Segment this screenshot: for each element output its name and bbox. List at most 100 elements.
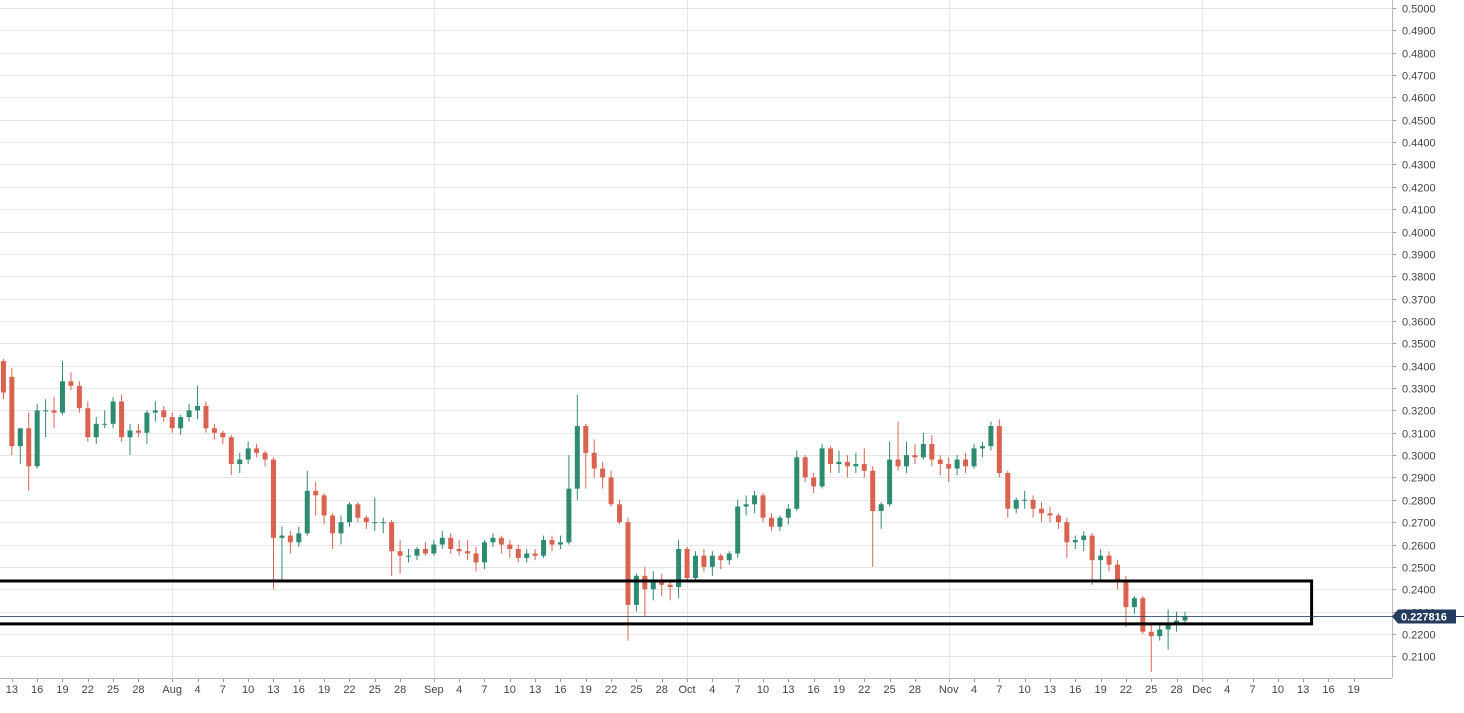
candle-body: [397, 551, 403, 556]
y-tick-label: 0.4400: [1402, 138, 1436, 150]
candle-down: [1039, 502, 1045, 523]
x-tick-label: 7: [220, 684, 226, 696]
candle-down: [1030, 495, 1036, 518]
candle-up: [735, 499, 741, 558]
x-tick-label: 19: [580, 684, 592, 696]
candle-body: [1055, 515, 1061, 523]
x-tick-label: 22: [343, 684, 355, 696]
x-tick-label: 4: [1224, 684, 1230, 696]
candle-body: [144, 412, 150, 433]
candle-up: [988, 421, 994, 451]
y-tick-label: 0.4200: [1402, 183, 1436, 195]
candle-up: [566, 455, 572, 545]
y-tick-label: 0.3400: [1402, 362, 1436, 374]
candle-down: [701, 548, 707, 572]
y-tick-label: 0.4600: [1402, 93, 1436, 105]
candle-up: [1131, 595, 1137, 614]
candle-up: [819, 443, 825, 489]
candle-body: [1106, 555, 1112, 565]
candle-up: [372, 497, 378, 532]
candle-body: [1182, 616, 1188, 621]
candle-up: [481, 540, 487, 570]
candle-body: [870, 470, 876, 511]
candle-body: [26, 428, 32, 467]
candle-body: [566, 488, 572, 543]
candle-body: [1039, 508, 1045, 514]
candle-up: [102, 410, 108, 429]
candle-up: [237, 452, 243, 473]
x-tick-label: 4: [971, 684, 977, 696]
y-tick-label: 0.3100: [1402, 429, 1436, 441]
candle-up: [178, 414, 184, 435]
candle-body: [811, 477, 817, 487]
candle-down: [608, 470, 614, 507]
y-tick-label: 0.2200: [1402, 630, 1436, 642]
x-tick-label: 16: [293, 684, 305, 696]
candle-down: [473, 546, 479, 572]
candle-body: [760, 495, 766, 518]
candle-body: [912, 455, 918, 458]
candle-body: [287, 535, 293, 543]
candle-body: [1157, 629, 1163, 637]
candle-up: [144, 410, 150, 444]
candle-body: [718, 555, 724, 561]
candle-up: [541, 535, 547, 558]
candle-up: [414, 546, 420, 561]
candle-down: [76, 381, 82, 413]
x-tick-label: 22: [605, 684, 617, 696]
candle-body: [591, 452, 597, 469]
candle-up: [709, 551, 715, 576]
candle-up: [1157, 625, 1163, 641]
candle-down: [600, 461, 606, 489]
candle-body: [34, 410, 40, 467]
candle-body: [51, 410, 57, 413]
candle-body: [1174, 620, 1180, 623]
candle-down: [684, 546, 690, 583]
candle-body: [903, 455, 909, 467]
candle-up: [380, 517, 386, 534]
candle-up: [777, 515, 783, 532]
x-tick-label: 25: [369, 684, 381, 696]
candles: [0, 358, 1188, 672]
candle-down: [169, 412, 175, 433]
candle-body: [954, 459, 960, 469]
candle-body: [853, 464, 859, 467]
candle-down: [1064, 517, 1070, 558]
support-zone-box[interactable]: [0, 579, 1314, 626]
candle-body: [1005, 472, 1011, 509]
x-tick-label: 16: [1069, 684, 1081, 696]
candle-body: [1165, 622, 1171, 630]
candle-body: [338, 522, 344, 534]
x-tick-label: 10: [504, 684, 516, 696]
candle-body: [43, 410, 49, 412]
candle-body: [988, 426, 994, 447]
candle-down: [625, 517, 631, 641]
candle-up: [93, 417, 99, 444]
x-tick-label: 7: [996, 684, 1002, 696]
candle-body: [270, 459, 276, 538]
x-tick-label: 10: [1019, 684, 1031, 696]
candle-body: [777, 517, 783, 527]
candle-body: [752, 495, 758, 505]
candle-body: [456, 548, 462, 552]
y-tick-label: 0.3900: [1402, 250, 1436, 262]
x-tick-label: Oct: [678, 684, 695, 696]
candle-body: [1013, 499, 1019, 509]
candle-down: [220, 430, 226, 444]
candle-down: [1089, 533, 1095, 585]
candle-body: [448, 537, 454, 549]
candle-up: [887, 441, 893, 507]
candle-body: [0, 361, 6, 393]
y-tick-label: 0.4000: [1402, 228, 1436, 240]
candle-down: [1140, 595, 1146, 634]
y-tick-label: 0.4800: [1402, 49, 1436, 61]
candle-body: [17, 428, 23, 447]
candle-down: [330, 513, 336, 549]
candle-body: [802, 457, 808, 478]
x-tick-label: 10: [757, 684, 769, 696]
candle-down: [667, 580, 673, 601]
current-price-pointer: [1392, 609, 1398, 624]
candle-up: [195, 385, 201, 420]
